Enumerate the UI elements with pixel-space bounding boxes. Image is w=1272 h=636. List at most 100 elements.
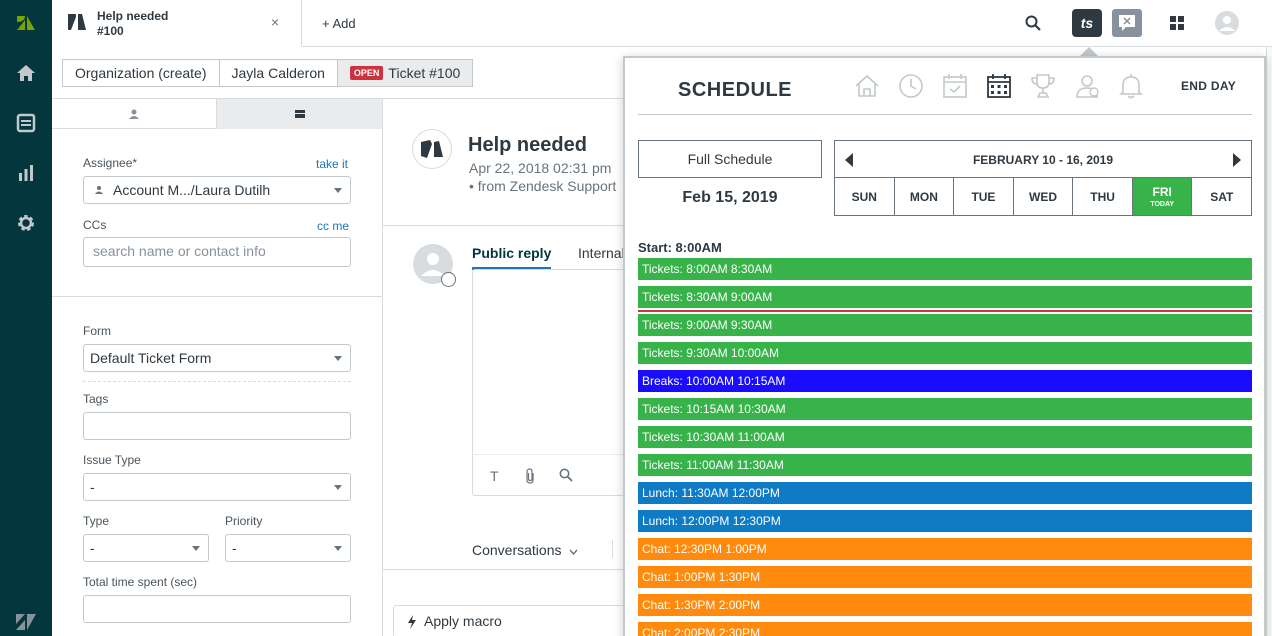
week-label: FEBRUARY 10 - 16, 2019: [972, 153, 1114, 167]
tags-input[interactable]: [83, 412, 351, 440]
assignee-select[interactable]: Account M.../Laura Dutilh: [83, 176, 351, 204]
schedule-slot-lunch[interactable]: Lunch: 12:00PM 12:30PM: [638, 510, 1252, 532]
ticket-title: Help needed: [468, 134, 587, 156]
tab-internal-note[interactable]: Internal note: [578, 245, 623, 261]
end-day-button[interactable]: END DAY: [1181, 79, 1237, 93]
conversations-filter[interactable]: Conversations: [472, 542, 578, 558]
day-sun[interactable]: SUN: [835, 178, 895, 215]
add-tab-button[interactable]: + Add: [322, 16, 356, 31]
status-badge: OPEN: [349, 66, 384, 80]
apply-macro-label: Apply macro: [424, 613, 502, 629]
schedule-slot-chat[interactable]: Chat: 12:30PM 1:00PM: [638, 538, 1252, 560]
calendar-check-icon[interactable]: [941, 72, 969, 100]
context-panel-edge: [1266, 47, 1272, 636]
search-icon[interactable]: [559, 468, 573, 485]
priority-value: -: [232, 540, 237, 556]
cc-me-link[interactable]: cc me: [317, 219, 350, 233]
issue-type-label: Issue Type: [83, 453, 141, 467]
timeslot-app-button[interactable]: ts: [1072, 9, 1102, 37]
tab-ticket-fields[interactable]: [217, 99, 382, 129]
reply-editor[interactable]: [472, 269, 623, 496]
day-label: FRI: [1152, 185, 1172, 199]
close-icon[interactable]: ×: [271, 14, 280, 30]
ts-label: ts: [1080, 15, 1094, 31]
chevron-down-icon: [192, 546, 200, 551]
avatar: [1215, 11, 1239, 35]
tab-user[interactable]: [52, 99, 217, 129]
team-icon[interactable]: [1073, 72, 1101, 100]
breadcrumb-organization[interactable]: Organization (create): [62, 59, 220, 87]
breadcrumb-ticket[interactable]: OPEN Ticket #100: [336, 59, 474, 87]
section-divider: [52, 296, 382, 297]
day-tue[interactable]: TUE: [954, 178, 1014, 215]
ccs-input[interactable]: search name or contact info: [83, 237, 351, 267]
properties-tabs: [52, 99, 382, 129]
conversations-label: Conversations: [472, 542, 562, 558]
apply-macro-button[interactable]: Apply macro: [393, 605, 623, 636]
schedule-slot-chat[interactable]: Chat: 2:00PM 2:30PM: [638, 622, 1252, 636]
day-label: SUN: [851, 189, 877, 204]
tab-public-reply[interactable]: Public reply: [472, 245, 552, 270]
schedule-slot-tickets[interactable]: Tickets: 8:00AM 8:30AM: [638, 258, 1252, 280]
schedule-slot-tickets[interactable]: Tickets: 11:00AM 11:30AM: [638, 454, 1252, 476]
home-outline-icon[interactable]: [853, 72, 881, 100]
attachment-icon[interactable]: [524, 468, 536, 487]
ccs-label: CCs: [83, 218, 107, 232]
breadcrumb-user[interactable]: Jayla Calderon: [218, 59, 338, 87]
day-wed[interactable]: WED: [1014, 178, 1074, 215]
ticket-properties-panel: Assignee* take it Account M.../Laura Dut…: [52, 99, 383, 636]
chat-icon[interactable]: [1112, 9, 1142, 37]
time-spent-input[interactable]: [83, 595, 351, 623]
zendesk-logo-icon[interactable]: [0, 12, 52, 34]
type-select[interactable]: -: [83, 534, 209, 562]
ticket-fields-icon: [294, 110, 305, 118]
ticket-tab-logo-icon: [68, 14, 86, 33]
schedule-slot-lunch[interactable]: Lunch: 11:30AM 12:00PM: [638, 482, 1252, 504]
chevron-right-icon[interactable]: [1233, 153, 1241, 167]
clock-icon[interactable]: [897, 72, 925, 100]
reporting-icon[interactable]: [0, 163, 52, 183]
ticket-tab[interactable]: Help needed #100 ×: [52, 0, 302, 47]
take-it-link[interactable]: take it: [316, 157, 349, 171]
search-icon[interactable]: [1018, 9, 1048, 37]
section-divider: [383, 225, 623, 226]
form-value: Default Ticket Form: [90, 350, 212, 366]
schedule-slot-tickets[interactable]: Tickets: 10:15AM 10:30AM: [638, 398, 1252, 420]
day-label: SAT: [1210, 189, 1234, 204]
ticket-channel: • from Zendesk Support: [469, 178, 617, 194]
issue-type-select[interactable]: -: [83, 473, 351, 501]
schedule-slot-tickets[interactable]: Tickets: 9:30AM 10:00AM: [638, 342, 1252, 364]
admin-gear-icon[interactable]: [0, 212, 52, 234]
views-icon[interactable]: [0, 113, 52, 133]
day-thu[interactable]: THU: [1073, 178, 1133, 215]
trophy-icon[interactable]: [1029, 72, 1057, 100]
today-label: TODAY: [1150, 201, 1175, 208]
full-schedule-button[interactable]: Full Schedule: [638, 140, 822, 178]
zendesk-z-icon[interactable]: [0, 612, 52, 632]
section-divider: [383, 569, 623, 570]
schedule-header-divider: [638, 114, 1252, 115]
schedule-slot-chat[interactable]: Chat: 1:00PM 1:30PM: [638, 566, 1252, 588]
schedule-slot-tickets[interactable]: Tickets: 8:30AM 9:00AM: [638, 286, 1252, 308]
priority-select[interactable]: -: [225, 534, 351, 562]
schedule-slot-tickets[interactable]: Tickets: 10:30AM 11:00AM: [638, 426, 1252, 448]
current-date: Feb 15, 2019: [682, 189, 778, 206]
schedule-slot-chat[interactable]: Chat: 1:30PM 2:00PM: [638, 594, 1252, 616]
schedule-slot-breaks[interactable]: Breaks: 10:00AM 10:15AM: [638, 370, 1252, 392]
form-select[interactable]: Default Ticket Form: [83, 344, 351, 372]
user-avatar-icon[interactable]: [1212, 9, 1242, 37]
day-mon[interactable]: MON: [895, 178, 955, 215]
type-value: -: [90, 540, 95, 556]
bell-icon[interactable]: [1117, 72, 1145, 100]
calendar-grid-icon[interactable]: [985, 72, 1013, 100]
text-format-icon[interactable]: T: [490, 468, 499, 484]
assignee-user-icon: [95, 186, 103, 194]
assignee-label: Assignee*: [83, 156, 138, 170]
product-tray-icon[interactable]: [1162, 9, 1192, 37]
day-label: WED: [1029, 189, 1058, 204]
day-fri[interactable]: FRI TODAY: [1132, 178, 1193, 215]
home-icon[interactable]: [0, 62, 52, 84]
day-sat[interactable]: SAT: [1192, 178, 1251, 215]
chevron-left-icon[interactable]: [845, 153, 853, 167]
schedule-slot-tickets[interactable]: Tickets: 9:00AM 9:30AM: [638, 314, 1252, 336]
